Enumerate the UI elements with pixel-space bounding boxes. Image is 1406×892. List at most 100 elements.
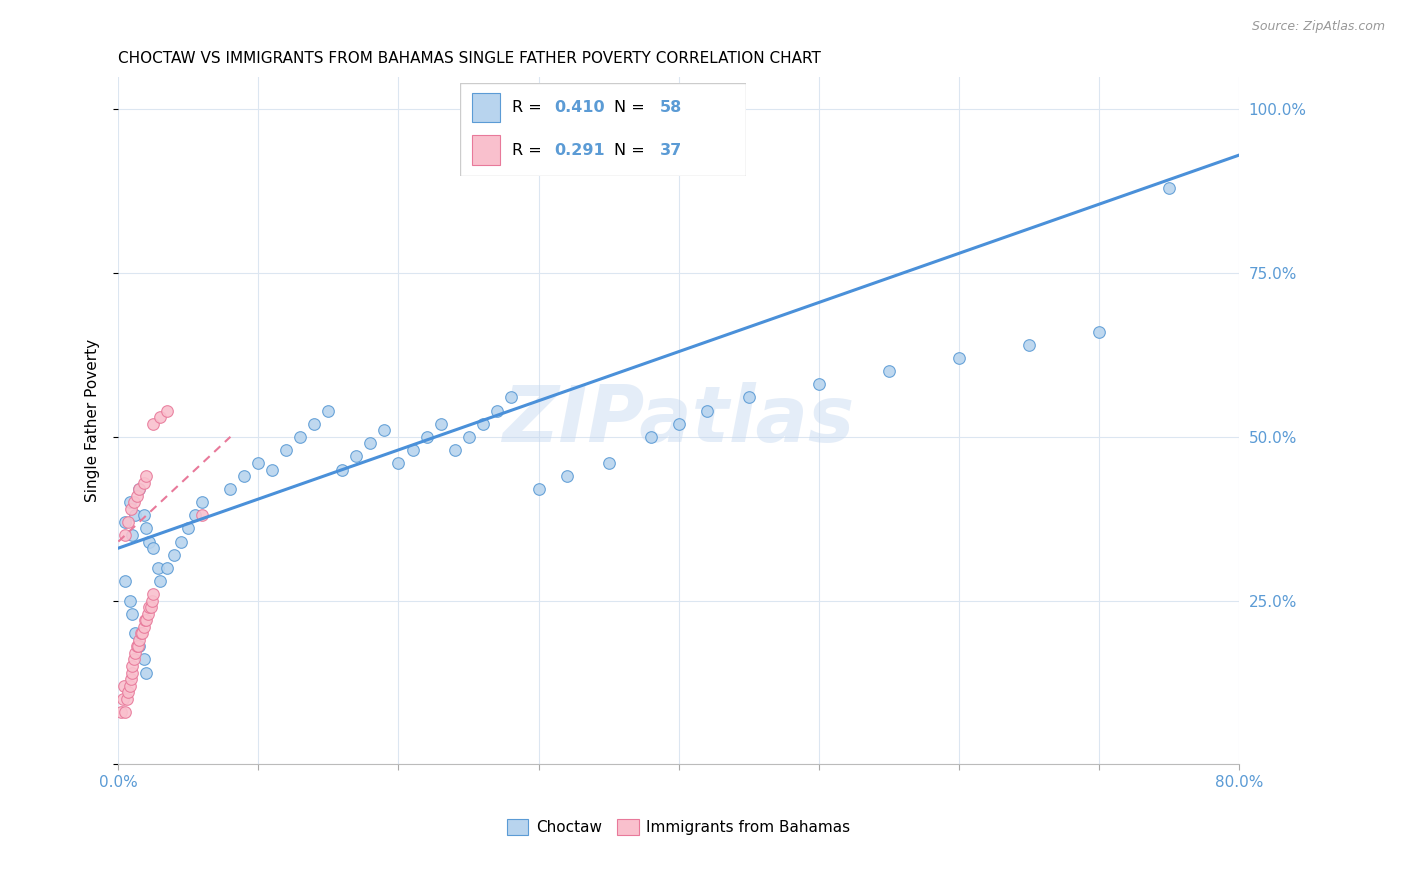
Point <box>139 600 162 615</box>
Point <box>115 691 138 706</box>
Point <box>346 450 368 464</box>
Point <box>598 456 620 470</box>
Point <box>149 574 172 588</box>
Point <box>132 620 155 634</box>
Text: CHOCTAW VS IMMIGRANTS FROM BAHAMAS SINGLE FATHER POVERTY CORRELATION CHART: CHOCTAW VS IMMIGRANTS FROM BAHAMAS SINGL… <box>118 51 821 66</box>
Point <box>415 430 437 444</box>
Point <box>401 442 423 457</box>
Legend: Choctaw, Immigrants from Bahamas: Choctaw, Immigrants from Bahamas <box>501 814 856 841</box>
Point <box>177 521 200 535</box>
Point <box>121 607 143 621</box>
Point <box>807 377 830 392</box>
Point <box>247 456 270 470</box>
Point <box>124 646 146 660</box>
Point <box>138 600 160 615</box>
Point <box>142 417 165 431</box>
Point <box>948 351 970 366</box>
Point <box>132 475 155 490</box>
Point <box>737 391 759 405</box>
Point <box>191 495 214 509</box>
Point <box>135 665 157 680</box>
Point <box>471 417 494 431</box>
Point <box>127 640 149 654</box>
Point <box>128 482 150 496</box>
Point <box>163 548 186 562</box>
Point <box>877 364 900 378</box>
Point <box>668 417 690 431</box>
Point <box>304 417 326 431</box>
Point <box>124 508 146 523</box>
Point <box>696 403 718 417</box>
Point <box>128 482 150 496</box>
Point <box>135 521 157 535</box>
Point <box>360 436 382 450</box>
Point <box>120 672 142 686</box>
Point <box>118 495 141 509</box>
Point <box>118 679 141 693</box>
Point <box>135 613 157 627</box>
Point <box>121 659 143 673</box>
Point <box>131 626 153 640</box>
Point <box>114 705 136 719</box>
Point <box>111 691 134 706</box>
Point <box>1018 338 1040 352</box>
Point <box>121 665 143 680</box>
Point <box>118 593 141 607</box>
Point <box>141 593 163 607</box>
Point <box>114 528 136 542</box>
Point <box>457 430 479 444</box>
Point <box>146 561 169 575</box>
Point <box>138 534 160 549</box>
Point <box>132 508 155 523</box>
Point <box>134 613 156 627</box>
Point <box>191 508 214 523</box>
Point <box>276 442 298 457</box>
Point <box>129 626 152 640</box>
Point <box>135 469 157 483</box>
Point <box>120 501 142 516</box>
Point <box>373 423 395 437</box>
Point <box>110 705 132 719</box>
Point <box>262 462 284 476</box>
Point <box>117 515 139 529</box>
Point <box>122 652 145 666</box>
Point <box>114 574 136 588</box>
Point <box>125 489 148 503</box>
Point <box>124 626 146 640</box>
Text: ZIPatlas: ZIPatlas <box>502 383 855 458</box>
Point <box>114 515 136 529</box>
Point <box>290 430 312 444</box>
Point <box>112 679 135 693</box>
Point <box>527 482 550 496</box>
Point <box>499 391 522 405</box>
Point <box>1157 181 1180 195</box>
Y-axis label: Single Father Poverty: Single Father Poverty <box>86 339 100 502</box>
Point <box>555 469 578 483</box>
Point <box>318 403 340 417</box>
Point <box>132 652 155 666</box>
Point <box>219 482 242 496</box>
Point <box>142 541 165 555</box>
Point <box>443 442 465 457</box>
Point <box>156 403 179 417</box>
Point <box>125 640 148 654</box>
Point <box>128 632 150 647</box>
Point <box>640 430 662 444</box>
Point <box>122 495 145 509</box>
Point <box>142 587 165 601</box>
Point <box>128 640 150 654</box>
Point <box>332 462 354 476</box>
Point <box>1088 325 1111 339</box>
Point <box>485 403 508 417</box>
Point <box>117 685 139 699</box>
Point <box>136 607 159 621</box>
Point <box>149 410 172 425</box>
Point <box>387 456 409 470</box>
Point <box>121 528 143 542</box>
Point <box>184 508 207 523</box>
Point <box>233 469 256 483</box>
Point <box>429 417 451 431</box>
Point <box>170 534 193 549</box>
Point <box>156 561 179 575</box>
Text: Source: ZipAtlas.com: Source: ZipAtlas.com <box>1251 20 1385 33</box>
